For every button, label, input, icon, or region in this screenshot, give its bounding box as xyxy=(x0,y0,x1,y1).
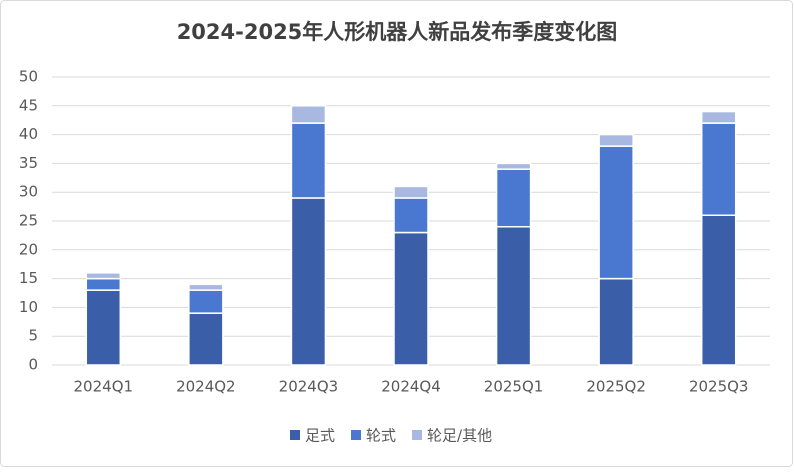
legend-swatch xyxy=(412,430,423,440)
bar-segment xyxy=(290,105,327,124)
legend-swatch xyxy=(290,430,300,440)
y-tick-label: 40 xyxy=(19,125,38,143)
legend-label: 轮式 xyxy=(366,427,396,445)
y-tick-label: 25 xyxy=(19,212,38,230)
x-tick-label: 2024Q4 xyxy=(381,378,441,396)
y-tick-label: 10 xyxy=(19,298,38,316)
y-tick-label: 50 xyxy=(19,68,38,86)
legend-swatch xyxy=(351,430,362,440)
bar-segment xyxy=(598,145,634,280)
bar-segment xyxy=(85,277,122,291)
bar-segment xyxy=(700,214,737,366)
bar-segment xyxy=(495,226,532,366)
y-tick-label: 45 xyxy=(19,96,38,114)
bar-segment xyxy=(495,162,532,170)
bar-segment xyxy=(700,110,737,124)
bar-segment xyxy=(598,277,634,366)
bar-segment xyxy=(700,122,737,216)
x-tick-label: 2025Q2 xyxy=(586,378,646,396)
x-tick-label: 2024Q1 xyxy=(74,378,134,396)
bar-segment xyxy=(393,231,429,366)
y-tick-label: 35 xyxy=(19,154,38,172)
bar-segment xyxy=(188,283,224,291)
y-tick-label: 30 xyxy=(19,183,38,201)
legend-label: 轮足/其他 xyxy=(427,427,492,445)
bar-segment xyxy=(188,312,224,366)
bar-segment xyxy=(393,197,429,234)
x-tick-label: 2025Q3 xyxy=(689,378,749,396)
y-tick-label: 15 xyxy=(19,269,38,287)
bar-segment xyxy=(598,133,634,147)
bar-segment xyxy=(188,289,224,314)
x-tick-label: 2024Q3 xyxy=(279,378,339,396)
y-tick-label: 0 xyxy=(28,356,38,374)
x-tick-label: 2025Q1 xyxy=(484,378,544,396)
bar-segment xyxy=(85,289,122,366)
legend-label: 足式 xyxy=(305,427,335,445)
bar-segment xyxy=(290,122,327,199)
y-tick-label: 20 xyxy=(19,240,38,258)
bar-segment xyxy=(85,272,122,280)
bar-segment xyxy=(393,185,429,199)
bar-segment xyxy=(290,197,327,366)
bar-segment xyxy=(495,168,532,228)
y-tick-label: 5 xyxy=(28,327,38,345)
chart-title: 2024-2025年人形机器人新品发布季度变化图 xyxy=(177,20,618,44)
x-tick-label: 2024Q2 xyxy=(176,378,236,396)
